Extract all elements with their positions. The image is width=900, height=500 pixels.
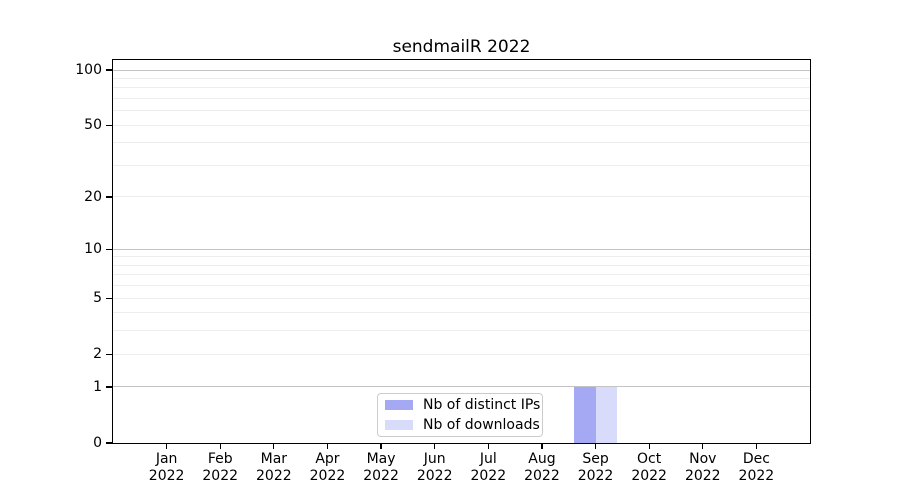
chart-title: sendmailR 2022 (392, 37, 531, 57)
y-tick-label: 10 (84, 241, 102, 258)
y-gridline-minor (113, 285, 810, 287)
x-tick-label: Jan 2022 (148, 451, 185, 484)
y-gridline-minor (113, 164, 810, 166)
x-axis-tick (487, 444, 489, 449)
legend: Nb of distinct IPs Nb of downloads (377, 393, 543, 437)
x-axis-tick (702, 444, 704, 449)
x-tick-label: Oct 2022 (631, 451, 667, 484)
x-axis-tick (648, 444, 650, 449)
y-tick-label: 0 (93, 435, 102, 451)
y-gridline-major (113, 386, 810, 388)
y-tick-label: 5 (93, 290, 102, 307)
y-gridline-minor (113, 264, 810, 266)
y-gridline-minor (113, 330, 810, 332)
x-tick-label: May 2022 (363, 451, 399, 484)
y-gridline-minor (113, 87, 810, 89)
y-gridline-minor (113, 110, 810, 112)
y-tick-label: 100 (75, 62, 102, 78)
x-tick-label: Feb 2022 (202, 451, 239, 484)
x-tick-label: Apr 2022 (309, 451, 346, 484)
x-tick-label: Dec 2022 (738, 451, 775, 484)
x-tick-label: Aug 2022 (524, 451, 560, 484)
y-gridline-minor (113, 256, 810, 258)
y-axis-tick (106, 386, 112, 388)
x-axis-tick (326, 444, 329, 449)
legend-item-distinct-ips: Nb of distinct IPs (385, 397, 542, 413)
y-gridline-minor (113, 353, 810, 355)
y-axis-tick (106, 248, 112, 250)
x-tick-label: Jun 2022 (416, 451, 453, 484)
y-gridline-minor (113, 142, 810, 144)
legend-swatch-distinct-ips (385, 400, 413, 411)
y-axis-tick (106, 297, 112, 299)
x-axis-tick (380, 444, 382, 449)
x-axis-tick (434, 444, 436, 449)
y-tick-label: 20 (84, 188, 102, 205)
y-tick-label: 1 (93, 378, 102, 395)
y-axis-tick (106, 124, 112, 126)
x-tick-label: Sep 2022 (577, 451, 614, 484)
legend-label-distinct-ips: Nb of distinct IPs (423, 397, 541, 414)
x-axis-tick (273, 444, 275, 449)
y-gridline-minor (113, 274, 810, 276)
legend-label-downloads: Nb of downloads (423, 416, 540, 433)
legend-item-downloads: Nb of downloads (385, 417, 542, 433)
y-gridline-major (113, 69, 810, 71)
x-tick-label: Jul 2022 (470, 451, 507, 484)
bar-nb-of-distinct-ips (574, 386, 596, 443)
x-axis-tick (594, 444, 597, 449)
y-gridline-minor (113, 77, 810, 79)
y-axis-tick (106, 353, 112, 355)
y-gridline-minor (113, 97, 810, 99)
plot-frame (112, 59, 811, 444)
legend-swatch-downloads (385, 419, 413, 430)
x-tick-label: Mar 2022 (256, 451, 292, 484)
y-axis-tick (106, 442, 112, 444)
y-gridline-minor (113, 297, 810, 299)
y-axis-tick (106, 196, 112, 198)
x-axis-tick (541, 444, 543, 449)
y-gridline-minor (113, 124, 810, 126)
x-axis-tick (219, 444, 221, 449)
y-gridline-minor (113, 196, 810, 198)
y-gridline-minor (113, 312, 810, 314)
bar-nb-of-downloads (595, 386, 617, 443)
x-axis-tick (755, 444, 758, 449)
y-tick-label: 2 (93, 346, 102, 363)
y-axis-tick (106, 69, 112, 71)
y-tick-label: 50 (84, 117, 102, 134)
x-tick-label: Nov 2022 (684, 451, 721, 484)
x-axis-tick (165, 444, 168, 449)
y-gridline-major (113, 248, 810, 250)
